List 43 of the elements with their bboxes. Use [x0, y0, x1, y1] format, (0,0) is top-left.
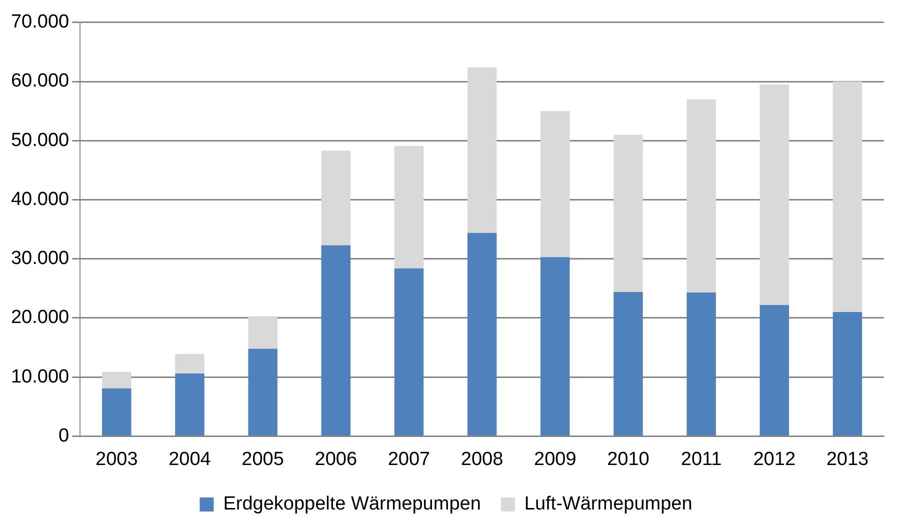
- legend-label: Erdgekoppelte Wärmepumpen: [223, 494, 481, 515]
- bar: [175, 354, 204, 374]
- legend-label: Luft-Wärmepumpen: [524, 494, 692, 515]
- x-tick-label: 2006: [314, 448, 358, 470]
- bar: [321, 245, 351, 436]
- y-tick-label: 50.000: [10, 130, 70, 151]
- bar: [102, 388, 132, 436]
- bar: [760, 304, 789, 436]
- x-tick-label: 2003: [96, 448, 138, 470]
- bar: [394, 268, 424, 436]
- bar: [394, 146, 424, 268]
- bar: [686, 292, 716, 436]
- x-tick-label: 2005: [242, 448, 284, 470]
- bar: [614, 134, 643, 292]
- bar: [540, 111, 570, 258]
- x-tick-label: 2009: [534, 448, 576, 470]
- bar: [467, 232, 497, 436]
- x-tick-label: 2013: [826, 448, 869, 470]
- x-tick-label: 2012: [753, 448, 796, 470]
- bar: [321, 150, 351, 246]
- y-tick-label: 60.000: [10, 70, 70, 92]
- bar: [760, 84, 789, 305]
- bar: [832, 312, 862, 436]
- x-tick-label: 2004: [168, 448, 212, 470]
- y-tick-label: 10.000: [10, 366, 70, 388]
- bar: [832, 82, 862, 312]
- y-tick-label: 70.000: [10, 12, 70, 33]
- bar: [540, 257, 570, 436]
- y-tick-label: 30.000: [10, 248, 70, 270]
- x-tick-label: 2010: [607, 448, 650, 470]
- bar: [102, 372, 132, 388]
- bar: [175, 374, 204, 436]
- bar: [686, 99, 716, 293]
- x-tick-label: 2007: [388, 448, 430, 470]
- y-tick-label: 40.000: [10, 188, 70, 210]
- bar: [248, 348, 278, 436]
- y-tick-label: 20.000: [10, 307, 70, 328]
- bar: [467, 67, 497, 233]
- bar: [248, 316, 278, 349]
- x-tick-label: 2011: [680, 448, 722, 470]
- y-tick-label: 0: [58, 425, 70, 446]
- x-tick-label: 2008: [460, 448, 504, 470]
- bar: [614, 292, 643, 436]
